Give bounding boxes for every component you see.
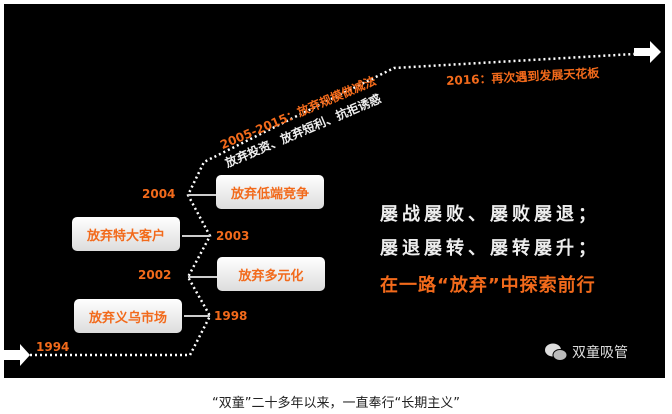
slogan-line2: 屡退屡转、屡转屡升； (380, 238, 600, 259)
image-caption: “双童”二十多年以来，一直奉行“长期主义” (212, 396, 460, 411)
milestone-box: 放弃多元化 (217, 257, 325, 291)
milestone-box: 放弃义乌市场 (74, 299, 182, 333)
slogan-line3: 在一路“放弃”中探索前行 (380, 275, 596, 296)
slogan-line1: 屡战屡败、屡败屡退； (380, 204, 600, 225)
year-1994: 1994 (36, 340, 70, 354)
year-1998: 1998 (214, 309, 248, 323)
year-2002: 2002 (138, 268, 172, 282)
end-arrow-icon (634, 41, 661, 63)
wechat-icon (545, 343, 568, 361)
year-2004: 2004 (142, 187, 176, 201)
milestone-box: 放弃特大客户 (72, 217, 180, 251)
year-2003: 2003 (216, 229, 250, 243)
watermark-text: 双童吸管 (572, 345, 628, 361)
milestone-box: 放弃低端竞争 (216, 175, 324, 209)
timeline-path (4, 41, 661, 366)
timeline-image: 1994 1998 2002 2003 2004 放弃义乌市场 放弃多元化 放弃… (4, 4, 665, 378)
watermark: 双童吸管 (544, 342, 628, 362)
start-arrow-icon (4, 344, 30, 366)
